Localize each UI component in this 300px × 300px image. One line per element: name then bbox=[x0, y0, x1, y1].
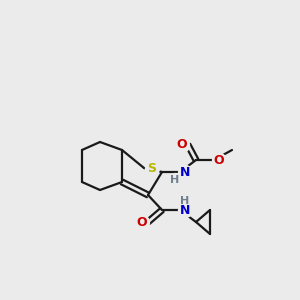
Text: H: H bbox=[180, 196, 190, 206]
Text: N: N bbox=[180, 203, 190, 217]
Text: O: O bbox=[214, 154, 224, 166]
Text: O: O bbox=[137, 215, 147, 229]
Text: N: N bbox=[180, 166, 190, 178]
Text: S: S bbox=[148, 161, 157, 175]
Text: H: H bbox=[170, 175, 180, 185]
Text: O: O bbox=[177, 139, 187, 152]
